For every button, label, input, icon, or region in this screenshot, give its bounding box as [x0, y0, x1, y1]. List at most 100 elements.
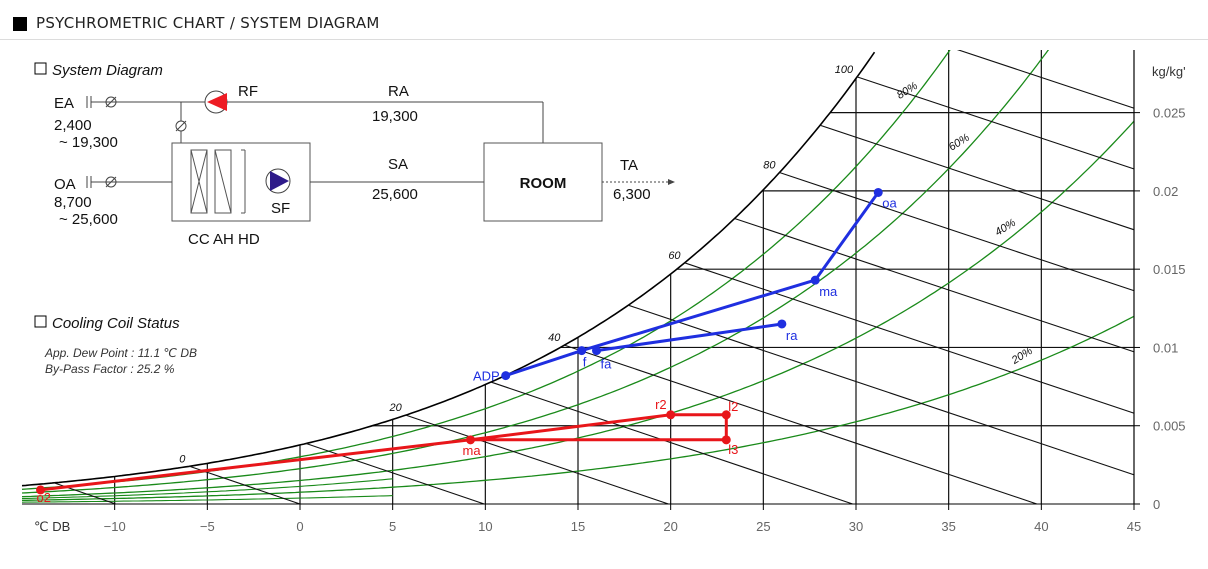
enthalpy-label: 100 [835, 64, 854, 76]
ta-arrow-icon [668, 179, 675, 185]
header-bar: PSYCHROMETRIC CHART / SYSTEM DIAGRAM [0, 0, 1208, 40]
oa-range: ~ 25,600 [59, 211, 118, 228]
x-tick-label: 10 [478, 519, 492, 534]
state-point [721, 410, 731, 420]
enthalpy-line [564, 344, 1038, 504]
ra-value: 19,300 [372, 108, 418, 125]
state-point-label: ra [786, 328, 798, 343]
x-tick-label: 40 [1034, 519, 1048, 534]
ta-label: TA [620, 157, 638, 174]
humidifier-icon [241, 149, 246, 214]
x-tick-label: 5 [389, 519, 396, 534]
state-point [777, 319, 787, 329]
enthalpy-label: 0 [179, 453, 186, 465]
room-label: ROOM [520, 175, 567, 192]
ra-label: RA [388, 83, 409, 100]
system-diagram-box-icon [34, 62, 47, 75]
state-point [810, 275, 820, 285]
y-tick-label: 0.01 [1153, 340, 1178, 355]
ea-range: ~ 19,300 [59, 134, 118, 151]
bypass-factor-line: By-Pass Factor : 25.2 % [45, 362, 175, 376]
enthalpy-label: 40 [548, 332, 561, 344]
y-axis-label: kg/kg' [1152, 64, 1186, 79]
rh-curve-40 [22, 120, 1134, 498]
y-tick-label: 0.02 [1153, 184, 1178, 199]
coil-status-title: Cooling Coil Status [52, 315, 180, 332]
rh-curve-minor [22, 478, 393, 500]
enthalpy-line [189, 465, 301, 504]
oa-label: OA [54, 176, 76, 193]
state-point [501, 371, 511, 381]
state-point-label: r2 [655, 397, 667, 412]
state-point-label: oa [882, 195, 897, 210]
cooling-coil-icon [190, 149, 208, 214]
supply-fan-icon [265, 168, 291, 194]
x-tick-label: 0 [296, 519, 303, 534]
state-point-label: fa [601, 357, 613, 372]
process-line-0 [505, 191, 880, 378]
state-point-label: l2 [728, 399, 738, 414]
ea-value: 2,400 [54, 117, 92, 134]
heating-coil-icon [214, 149, 232, 214]
state-point [592, 346, 602, 356]
system-diagram-title: System Diagram [52, 62, 163, 79]
state-point [873, 187, 883, 197]
rh-curve-20 [22, 315, 1134, 501]
y-tick-label: 0.005 [1153, 419, 1186, 434]
x-tick-label: 30 [849, 519, 863, 534]
process-line-0-b [596, 322, 783, 353]
enthalpy-line [490, 381, 853, 504]
enthalpy-line [779, 172, 1134, 292]
rh-curve-60 [22, 50, 1050, 494]
x-axis-label: ℃ DB [34, 519, 70, 534]
rf-label: RF [238, 83, 258, 100]
y-tick-label: 0.025 [1153, 106, 1186, 121]
enthalpy-label: 20 [389, 402, 403, 414]
x-tick-label: 15 [571, 519, 585, 534]
enthalpy-label: 60 [668, 250, 681, 262]
ea-label: EA [54, 95, 74, 112]
coil-label: CC AH HD [188, 231, 260, 248]
coil-status-box-icon [34, 315, 47, 328]
y-tick-label: 0 [1153, 497, 1160, 512]
sa-label: SA [388, 156, 408, 173]
enthalpy-line [734, 217, 1134, 353]
enthalpy-line [819, 124, 1134, 231]
saturation-curve [21, 51, 876, 487]
enthalpy-line [628, 304, 1134, 476]
rh-label: 80% [895, 80, 920, 102]
process-line-1 [40, 413, 728, 492]
page-title: PSYCHROMETRIC CHART / SYSTEM DIAGRAM [36, 14, 380, 32]
rh-label: 60% [947, 132, 972, 154]
rh-label: 40% [993, 217, 1018, 239]
room-box [483, 142, 603, 222]
enthalpy-line [684, 262, 1134, 414]
state-point-label: ADP [473, 369, 500, 384]
enthalpy-line [305, 442, 485, 504]
state-point [666, 410, 676, 420]
return-fan-icon [204, 90, 228, 114]
x-tick-label: 35 [941, 519, 955, 534]
state-point-label: ma [463, 443, 482, 458]
enthalpy-label: 80 [763, 160, 776, 172]
state-point [577, 346, 587, 356]
state-point-label: l3 [728, 442, 738, 457]
x-tick-label: −5 [200, 519, 215, 534]
state-point-label: o2 [37, 490, 51, 505]
system-diagram: System Diagram EA 2,400 ~ 19,300 RF RA 1… [34, 62, 675, 248]
x-tick-label: −10 [104, 519, 126, 534]
x-tick-label: 20 [663, 519, 677, 534]
state-point-label: ma [819, 284, 838, 299]
sf-label: SF [271, 200, 290, 217]
state-point-label: f [583, 355, 587, 370]
state-point [36, 485, 46, 495]
adp-line: App. Dew Point : 11.1 ℃ DB [44, 346, 197, 360]
x-tick-label: 45 [1127, 519, 1141, 534]
oa-value: 8,700 [54, 194, 92, 211]
enthalpy-line [856, 76, 1134, 170]
header-square-icon [13, 17, 27, 31]
x-tick-label: 25 [756, 519, 770, 534]
rh-curve-minor [22, 495, 393, 503]
cooling-coil-status: Cooling Coil Status App. Dew Point : 11.… [34, 315, 197, 376]
